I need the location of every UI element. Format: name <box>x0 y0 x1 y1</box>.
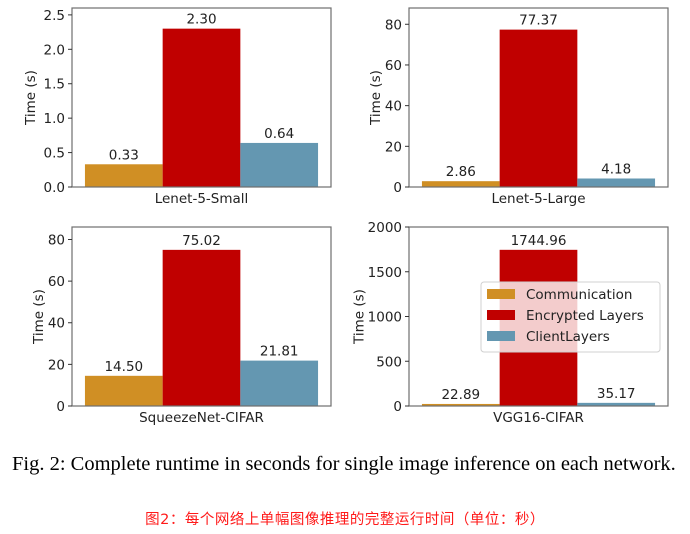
bar-encrypted-layers <box>162 249 241 406</box>
legend-label: Encrypted Layers <box>526 308 644 324</box>
bar-communication <box>421 181 500 187</box>
y-tick-label: 40 <box>48 316 65 332</box>
legend-swatch-clientlayers <box>487 331 515 341</box>
y-tick-label: 1.5 <box>44 77 65 93</box>
bar-clientlayers <box>577 402 656 406</box>
bar-value-label: 22.89 <box>441 387 480 403</box>
y-tick-label: 2.5 <box>44 8 65 24</box>
y-tick-label: 1.0 <box>44 111 65 127</box>
chart-panel-1: 0.33 2.30 0.64 0.0 0.5 1.0 1.5 2.0 2.5 Time (s) Le… <box>23 7 332 207</box>
y-tick-label: 60 <box>385 58 402 74</box>
bar-value-label: 0.64 <box>264 126 294 142</box>
y-tick-label: 1500 <box>368 265 402 281</box>
legend-swatch-communication <box>487 289 515 299</box>
bar-communication <box>84 164 163 187</box>
axes-frame <box>71 7 332 188</box>
bar-communication <box>84 375 163 406</box>
x-axis-label: SqueezeNet-CIFAR <box>139 410 264 426</box>
y-tick-label: 40 <box>385 99 402 115</box>
figure-caption: Fig. 2: Complete runtime in seconds for … <box>12 453 676 475</box>
legend-label: ClientLayers <box>526 329 610 345</box>
x-axis-label: VGG16-CIFAR <box>493 410 584 426</box>
y-tick-label: 20 <box>385 139 402 155</box>
bar-clientlayers <box>240 142 319 187</box>
bar-value-label: 75.02 <box>182 233 221 249</box>
y-tick-label: 80 <box>48 232 65 248</box>
chart-grid: 0.33 2.30 0.64 0.0 0.5 1.0 1.5 2.0 2.5 Time (s) Le… <box>23 7 669 426</box>
y-axis-label: Time (s) <box>351 289 367 345</box>
y-tick-label: 1000 <box>368 310 402 326</box>
y-tick-label: 60 <box>48 274 65 290</box>
bar-value-label: 2.86 <box>446 164 476 180</box>
bar-communication <box>421 403 500 406</box>
y-tick-label: 0 <box>56 399 65 415</box>
y-tick-label: 0 <box>393 180 402 196</box>
y-tick-label: 500 <box>376 354 402 370</box>
bar-value-label: 1744.96 <box>511 233 567 249</box>
axes-frame <box>71 226 332 407</box>
x-axis-label: Lenet-5-Small <box>155 191 249 207</box>
legend-label: Communication <box>526 287 632 303</box>
x-axis-label: Lenet-5-Large <box>491 191 585 207</box>
y-tick-label: 2000 <box>368 220 402 236</box>
y-axis-label: Time (s) <box>23 70 39 126</box>
chart-panel-2: 2.86 77.37 4.18 0 20 40 60 80 Time (s) Lenet-5-La… <box>368 7 669 207</box>
legend-swatch-encrypted-layers <box>487 310 515 320</box>
bar-value-label: 21.81 <box>260 344 299 360</box>
bar-value-label: 2.30 <box>186 12 216 28</box>
bar-value-label: 14.50 <box>104 359 143 375</box>
y-tick-label: 0 <box>393 399 402 415</box>
figure-caption-translation: 图2：每个网络上单幅图像推理的完整运行时间（单位：秒） <box>145 512 545 528</box>
legend: Communication Encrypted Layers ClientLayer… <box>480 281 661 353</box>
y-tick-label: 0.0 <box>44 180 65 196</box>
y-tick-label: 2.0 <box>44 42 65 58</box>
y-tick-label: 20 <box>48 357 65 373</box>
bar-clientlayers <box>240 360 319 406</box>
y-axis-label: Time (s) <box>31 289 47 345</box>
bar-value-label: 35.17 <box>597 386 636 402</box>
bar-encrypted-layers <box>499 29 578 187</box>
axes-frame <box>408 7 669 188</box>
bar-encrypted-layers <box>162 28 241 188</box>
y-tick-label: 0.5 <box>44 146 65 162</box>
bar-value-label: 77.37 <box>519 13 558 29</box>
y-tick-label: 80 <box>385 17 402 33</box>
chart-panel-4: 22.89 1744.96 35.17 0 500 1000 1500 2000 Time (s… <box>351 220 669 426</box>
y-axis-label: Time (s) <box>368 70 384 126</box>
bar-value-label: 4.18 <box>601 161 631 177</box>
chart-panel-3: 14.50 75.02 21.81 0 20 40 60 80 Time (s) SqueezeN… <box>31 226 332 426</box>
bar-value-label: 0.33 <box>109 147 139 163</box>
legend-box <box>480 281 661 353</box>
bar-clientlayers <box>577 178 656 187</box>
